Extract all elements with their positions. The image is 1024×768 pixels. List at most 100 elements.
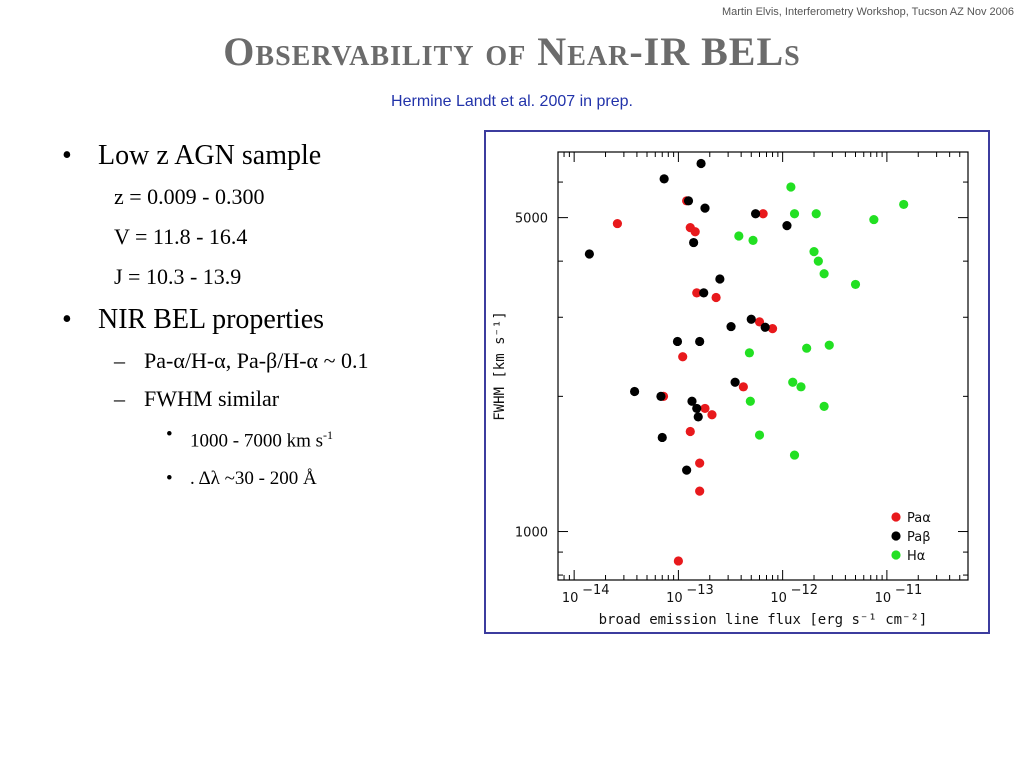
data-point [789,209,800,219]
bullet-dot: • [166,424,173,445]
data-point [682,465,692,475]
data-point [819,401,829,411]
data-point [700,403,710,414]
data-point [754,430,765,440]
data-point [672,336,683,347]
data-point [678,352,688,362]
data-point [746,314,756,324]
data-point [802,343,812,353]
data-point [629,386,640,397]
data-point [850,279,861,290]
legend-marker [891,512,901,522]
data-point [683,196,694,206]
data-point [656,391,666,401]
data-point [693,412,703,422]
y-axis-label: FWHM [km s⁻¹] [492,311,508,421]
data-point [788,377,798,387]
data-point [715,274,725,284]
data-point [869,214,879,225]
data-point [730,377,740,387]
x-tick-label: 10 [562,591,579,606]
y-tick-label: 1000 [515,526,548,541]
dash-marker: – [114,386,125,411]
data-point [692,403,702,414]
sample-j-range: J = 10.3 - 13.9 [114,264,242,289]
x-tick-label: 10 [770,591,787,606]
data-point [782,220,792,231]
data-point [811,209,821,219]
data-point [700,203,710,213]
plot-frame [557,151,969,581]
data-point [692,288,702,298]
data-point [789,450,800,460]
data-point [758,209,768,219]
data-point [760,322,770,332]
slide-title: Observability of Near-IR BELs [223,29,801,74]
sub-bullet-line-ratio: – Pa-α/H-α, Pa-β/H-α ~ 0.1 [62,346,472,376]
legend-marker [891,531,901,541]
bullet-nir-bel: • NIR BEL properties [62,302,472,338]
data-point [699,288,709,298]
sample-redshift-range: z = 0.009 - 0.300 [114,184,265,209]
data-point [748,235,758,245]
dlambda-text: . Δλ ~30 - 200 Å [190,468,317,490]
bullet-nir-bel-text: NIR BEL properties [98,304,325,335]
data-point [750,209,761,219]
data-point [813,256,823,266]
line-ratio-text: Pa-α/H-α, Pa-β/H-α ~ 0.1 [144,348,369,373]
scatter-figure: 10 −14 10 −13 10 −12 10 −11 5000 1000 broad emissi… [484,130,990,634]
data-point [689,237,699,248]
legend-marker [891,550,901,560]
x-axis-label: broad emission line flux [erg s⁻¹ cm⁻²] [599,612,928,628]
bullet-sample-text: Low z AGN sample [98,140,322,171]
x-tick-label-exponent: −13 [686,583,713,598]
x-tick-label: 10 [666,591,683,606]
data-point [809,247,819,257]
slide-subtitle: Hermine Landt et al. 2007 in prep. [391,93,633,110]
velocity-range-text: 1000 - 7000 km s [190,430,323,452]
legend-label: Paα [907,511,931,526]
x-tick-label-exponent: −11 [895,583,922,598]
data-point [695,486,705,496]
data-point [690,227,700,237]
bullet-list: • Low z AGN sample z = 0.009 - 0.300 V = … [62,138,472,504]
bullet-dot: • [166,468,173,490]
bullet-dot: • [62,140,72,171]
data-point [899,199,909,210]
sub-sub-bullet-velocity: • 1000 - 7000 km s-1 [62,422,472,454]
data-point [657,432,667,443]
sub-bullet-fwhm: – FWHM similar [62,384,472,414]
sub-sub-bullet-dlambda: • . Δλ ~30 - 200 Å [62,466,472,492]
data-point [584,249,594,259]
data-point [707,410,717,420]
data-point [711,292,721,303]
dash-marker: – [114,348,125,373]
data-point [796,382,806,392]
slide-credit: Martin Elvis, Interferometry Workshop, T… [721,6,1014,18]
x-tick-label: 10 [875,591,892,606]
data-point [734,231,744,241]
bullet-dot: • [62,304,72,335]
data-point [819,269,829,279]
bullet-sample: • Low z AGN sample [62,138,472,174]
data-point [673,556,683,566]
data-point [696,158,706,169]
data-point [685,426,695,437]
legend-label: Paβ [907,530,931,545]
data-point [824,340,834,350]
data-point [687,396,697,406]
data-point [659,174,669,184]
data-point [695,458,705,468]
velocity-unit-exponent: -1 [323,428,333,442]
data-point [726,321,736,332]
data-point [744,348,755,358]
sample-v-range: V = 11.8 - 16.4 [114,224,248,249]
x-tick-label-exponent: −12 [791,583,818,598]
y-tick-label: 5000 [515,212,548,227]
fwhm-text: FWHM similar [144,386,280,411]
data-point [738,382,748,392]
x-tick-label-exponent: −14 [582,583,609,598]
data-point [612,218,623,229]
legend-label: Hα [907,549,925,564]
